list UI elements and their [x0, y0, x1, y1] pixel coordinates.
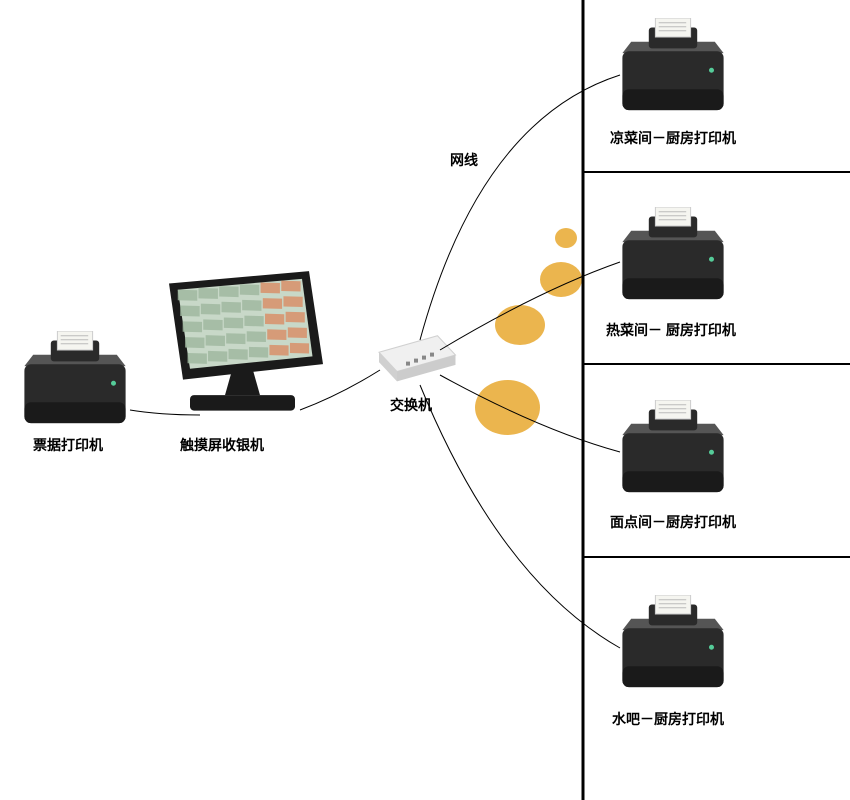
kitchen-printer-2-icon [618, 207, 728, 302]
pos-terminal-icon [155, 268, 330, 423]
switch-icon [370, 333, 460, 388]
kitchen-printer-4-icon [618, 595, 728, 690]
receipt-printer-icon [20, 331, 130, 426]
kitchen-printer-1-icon [618, 18, 728, 113]
kitchen-printer-3-icon [618, 400, 728, 495]
